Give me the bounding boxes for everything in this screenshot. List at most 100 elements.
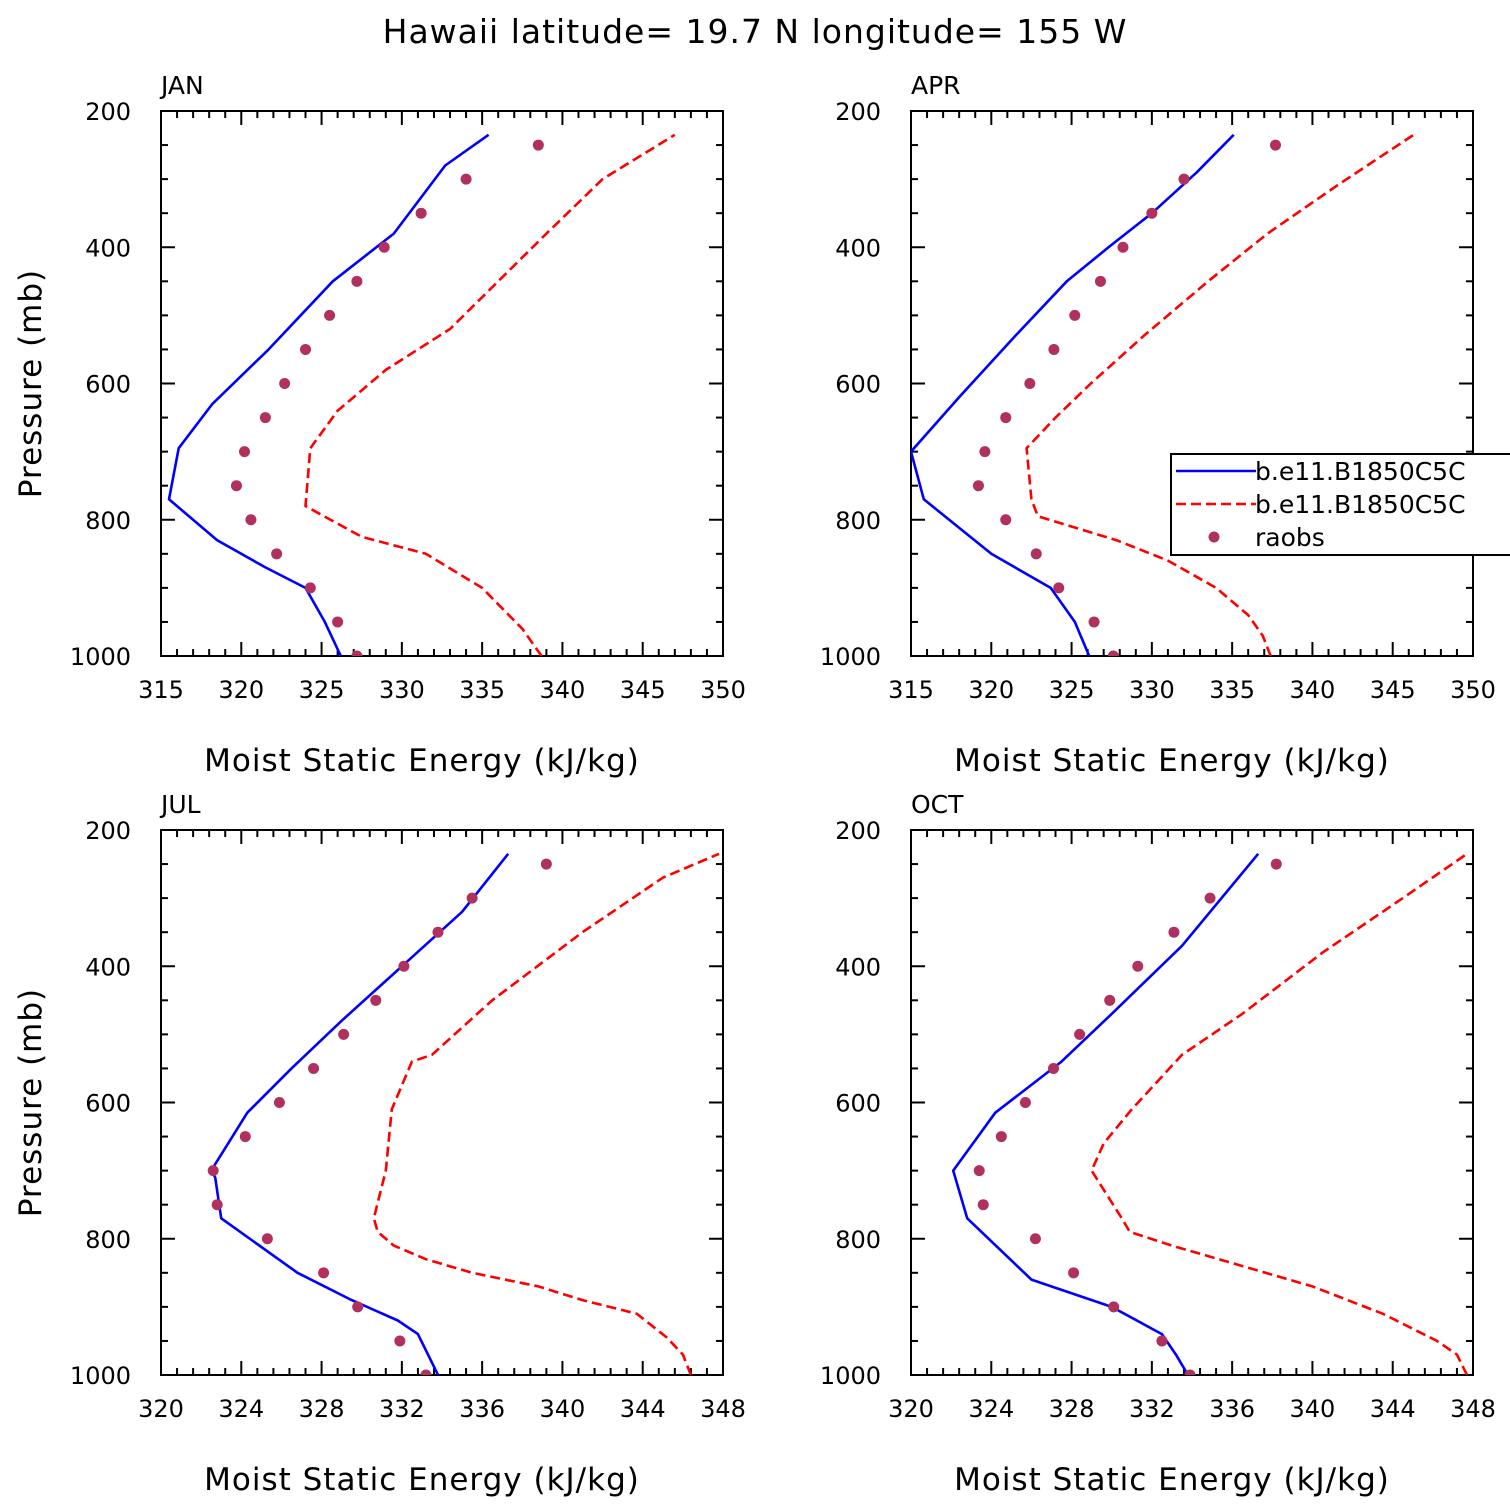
plot-frame (160, 829, 724, 1376)
raobs-point (1000, 412, 1012, 424)
x-tick-label: 315 (138, 676, 184, 704)
series-group (911, 133, 1415, 656)
x-tick-label: 335 (459, 676, 505, 704)
x-axis-title: Moist Static Energy (kJ/kg) (954, 743, 1390, 779)
panel-label: JUL (159, 790, 201, 819)
y-tick-label: 800 (85, 1226, 131, 1254)
raobs-point (466, 892, 478, 904)
raobs-point (271, 548, 283, 560)
raobs-point (460, 173, 472, 185)
raobs-point (1000, 514, 1012, 526)
raobs-point (1094, 275, 1106, 287)
raobs-point (995, 1131, 1007, 1143)
panel-label: APR (911, 71, 961, 100)
series-line-solid (209, 852, 510, 1375)
x-tick-label: 325 (1049, 676, 1095, 704)
raobs-point (415, 207, 427, 219)
ticks (910, 110, 1474, 657)
raobs-point (1168, 926, 1180, 938)
x-axis-title: Moist Static Energy (kJ/kg) (954, 1462, 1390, 1498)
series-group (951, 852, 1469, 1375)
raobs-point (1184, 1369, 1196, 1375)
x-tick-label: 332 (1129, 1395, 1175, 1423)
series-line-solid (911, 133, 1235, 656)
raobs-point (979, 446, 991, 458)
x-tick-label: 324 (968, 1395, 1014, 1423)
x-axis-title: Moist Static Energy (kJ/kg) (204, 1462, 640, 1498)
raobs-point (973, 1165, 985, 1177)
raobs-point (351, 650, 363, 656)
x-tick-label: 335 (1209, 676, 1255, 704)
x-tick-label: 330 (1129, 676, 1175, 704)
raobs-point (1270, 858, 1282, 870)
y-tick-label: 800 (835, 1226, 881, 1254)
raobs-point (1269, 139, 1281, 151)
panel-label: OCT (911, 790, 964, 819)
ticks (910, 829, 1474, 1376)
raobs-point (1024, 378, 1036, 389)
series-line-dashed (1025, 133, 1415, 656)
raobs-point (308, 1062, 320, 1074)
y-tick-label: 600 (85, 371, 131, 399)
x-tick-label: 315 (888, 676, 934, 704)
x-tick-label: 350 (700, 676, 746, 704)
raobs-point (1074, 1028, 1086, 1040)
x-tick-label: 320 (968, 676, 1014, 704)
raobs-point (238, 446, 250, 458)
x-tick-label: 344 (620, 1395, 666, 1423)
y-tick-label: 200 (85, 98, 131, 126)
raobs-point (279, 378, 291, 389)
raobs-point (1053, 582, 1065, 594)
panels: 200 400 600 800 1000 315 320 325 330 335 340 345 350… (13, 71, 1510, 1498)
x-tick-label: 320 (218, 676, 264, 704)
figure-title: Hawaii latitude= 19.7 N longitude= 155 W (383, 12, 1128, 51)
legend-label: b.e11.B1850C5C (1255, 457, 1466, 486)
raobs-point (351, 275, 363, 287)
raobs-point (318, 1267, 330, 1279)
series-line-solid (167, 133, 490, 656)
raobs-point (1156, 1335, 1168, 1347)
x-tick-label: 340 (1290, 1395, 1336, 1423)
legend-label: b.e11.B1850C5C (1255, 490, 1466, 519)
raobs-point (540, 858, 552, 870)
x-tick-label: 332 (379, 1395, 425, 1423)
y-tick-label: 800 (85, 507, 131, 535)
plot-frame (910, 110, 1474, 657)
legend-label: raobs (1255, 523, 1325, 552)
x-tick-label: 350 (1450, 676, 1496, 704)
series-group (167, 133, 676, 656)
x-tick-label: 336 (1209, 1395, 1255, 1423)
x-tick-label: 348 (1450, 1395, 1496, 1423)
x-tick-label: 328 (1049, 1395, 1095, 1423)
y-tick-label: 1000 (820, 1362, 881, 1390)
x-tick-label: 345 (1370, 676, 1416, 704)
raobs-point (207, 1165, 219, 1177)
raobs-point (370, 994, 382, 1006)
y-tick-label: 400 (835, 234, 881, 262)
x-tick-label: 330 (379, 676, 425, 704)
series-group (207, 852, 720, 1375)
y-tick-label: 600 (835, 371, 881, 399)
raobs-point (239, 1131, 251, 1143)
y-axis-title: Pressure (mb) (13, 988, 49, 1217)
x-tick-label: 340 (540, 1395, 586, 1423)
raobs-point (1048, 1062, 1060, 1074)
raobs-point (261, 1233, 273, 1245)
raobs-point (1107, 650, 1119, 656)
x-axis-title: Moist Static Energy (kJ/kg) (204, 743, 640, 779)
series-line-dashed (372, 852, 720, 1375)
series-line-dashed (1090, 852, 1469, 1375)
y-tick-label: 600 (835, 1090, 881, 1118)
y-tick-label: 400 (835, 953, 881, 981)
ticks (160, 829, 724, 1376)
y-tick-label: 400 (85, 953, 131, 981)
raobs-point (1204, 892, 1216, 904)
x-tick-label: 320 (888, 1395, 934, 1423)
raobs-point (1178, 173, 1190, 185)
y-tick-label: 600 (85, 1090, 131, 1118)
x-tick-label: 340 (1290, 676, 1336, 704)
raobs-point (1108, 1301, 1120, 1313)
